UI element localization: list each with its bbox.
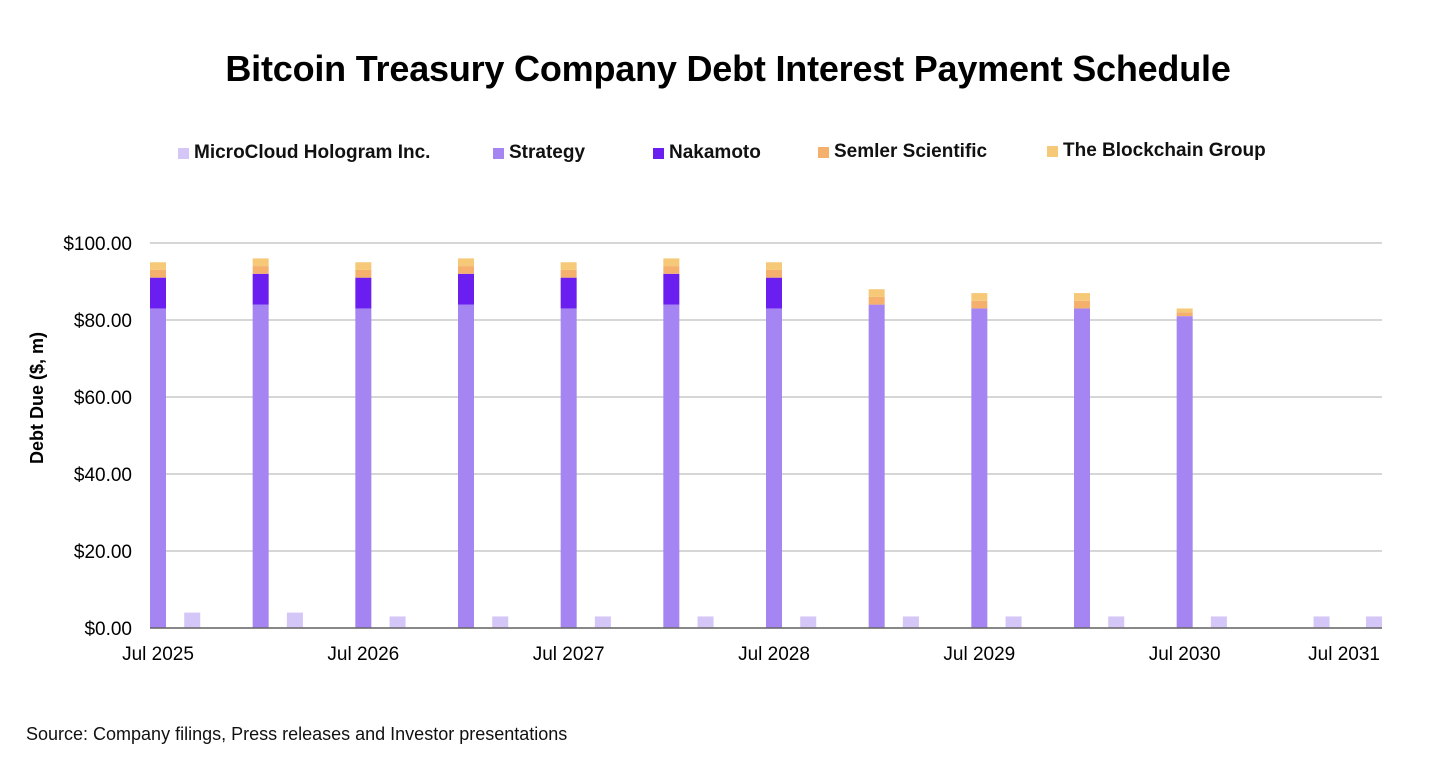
legend-item-strategy[interactable]: Strategy <box>493 142 585 164</box>
bar-semler <box>766 269 782 278</box>
bar-microcloud <box>1366 616 1382 628</box>
bar-strategy <box>971 308 988 628</box>
bar-strategy <box>150 308 166 628</box>
legend-label-strategy: Strategy <box>509 142 586 163</box>
y-tick-label: $40.00 <box>74 465 132 486</box>
bar-microcloud <box>184 612 201 628</box>
bar-semler <box>458 266 474 274</box>
bar-semler <box>1074 300 1090 309</box>
legend-label-blockchain: The Blockchain Group <box>1063 140 1266 161</box>
legend-item-blockchain[interactable]: The Blockchain Group <box>1047 140 1266 162</box>
bar-strategy <box>252 304 269 628</box>
y-tick-label: $80.00 <box>74 311 132 332</box>
legend-label-semler: Semler Scientific <box>834 141 988 162</box>
bar-microcloud <box>902 616 919 628</box>
legend-swatch-blockchain <box>1047 145 1058 157</box>
bar-blockchain <box>1074 293 1090 301</box>
bar-strategy <box>663 304 680 628</box>
bar-blockchain <box>252 258 269 267</box>
bar-blockchain <box>1176 308 1193 313</box>
bar-nakamoto <box>766 277 782 309</box>
bar-nakamoto <box>150 277 166 309</box>
x-tick-label: Jul 2031 <box>1308 644 1380 665</box>
bar-microcloud <box>1005 616 1022 628</box>
y-tick-label: $100.00 <box>63 234 132 255</box>
bar-blockchain <box>663 258 680 267</box>
bar-blockchain <box>355 262 372 270</box>
x-tick-label: Jul 2028 <box>738 644 810 665</box>
legend-item-semler[interactable]: Semler Scientific <box>818 141 987 163</box>
legend-swatch-semler <box>818 146 829 158</box>
bar-strategy <box>458 304 474 628</box>
legend-swatch-strategy <box>493 147 504 159</box>
x-tick-label: Jul 2025 <box>122 644 194 665</box>
bar-strategy <box>1074 308 1090 628</box>
bar-strategy <box>560 308 577 628</box>
bar-strategy <box>868 304 885 628</box>
bar-nakamoto <box>663 273 680 305</box>
bar-blockchain <box>971 293 988 301</box>
legend-label-microcloud: MicroCloud Hologram Inc. <box>194 142 431 163</box>
y-tick-label: $60.00 <box>74 388 132 409</box>
bar-microcloud <box>697 616 714 628</box>
x-tick-label: Jul 2030 <box>1149 644 1221 665</box>
bar-blockchain <box>560 262 577 270</box>
legend-swatch-nakamoto <box>653 147 664 159</box>
bar-semler <box>971 300 988 309</box>
legend-item-nakamoto[interactable]: Nakamoto <box>653 142 761 164</box>
chart-title: Bitcoin Treasury Company Debt Interest P… <box>225 48 1231 89</box>
bar-strategy <box>355 308 372 628</box>
bar-microcloud <box>800 616 817 628</box>
bar-semler <box>560 269 577 278</box>
bar-nakamoto <box>252 273 269 305</box>
bar-semler <box>355 269 372 278</box>
bar-semler <box>1176 312 1193 317</box>
bar-nakamoto <box>458 273 474 305</box>
legend-swatch-microcloud <box>178 147 189 159</box>
x-tick-label: Jul 2027 <box>533 644 605 665</box>
bar-nakamoto <box>355 277 372 309</box>
bar-strategy <box>1176 316 1193 628</box>
bar-blockchain <box>868 289 885 297</box>
bar-nakamoto <box>560 277 577 309</box>
legend: MicroCloud Hologram Inc. Strategy Nakamo… <box>0 138 1456 168</box>
bar-blockchain <box>766 262 782 270</box>
bar-strategy <box>766 308 782 628</box>
bar-blockchain <box>150 262 166 270</box>
x-tick-label: Jul 2026 <box>327 644 399 665</box>
bar-microcloud <box>286 612 303 628</box>
bar-microcloud <box>1210 616 1227 628</box>
bar-semler <box>868 296 885 305</box>
y-axis-title: Debt Due ($, m) <box>27 332 47 464</box>
y-tick-label: $0.00 <box>84 619 132 640</box>
source-note: Source: Company filings, Press releases … <box>26 724 568 744</box>
bar-microcloud <box>594 616 611 628</box>
bar-microcloud <box>1108 616 1125 628</box>
bar-blockchain <box>458 258 474 267</box>
legend-label-nakamoto: Nakamoto <box>669 142 761 163</box>
bar-microcloud <box>492 616 509 628</box>
legend-item-microcloud[interactable]: MicroCloud Hologram Inc. <box>178 142 430 164</box>
bar-microcloud <box>389 616 406 628</box>
bar-semler <box>252 266 269 274</box>
bar-semler <box>663 266 680 274</box>
x-tick-label: Jul 2029 <box>943 644 1015 665</box>
y-tick-label: $20.00 <box>74 542 132 563</box>
bar-microcloud <box>1313 616 1330 628</box>
bar-semler <box>150 269 166 278</box>
